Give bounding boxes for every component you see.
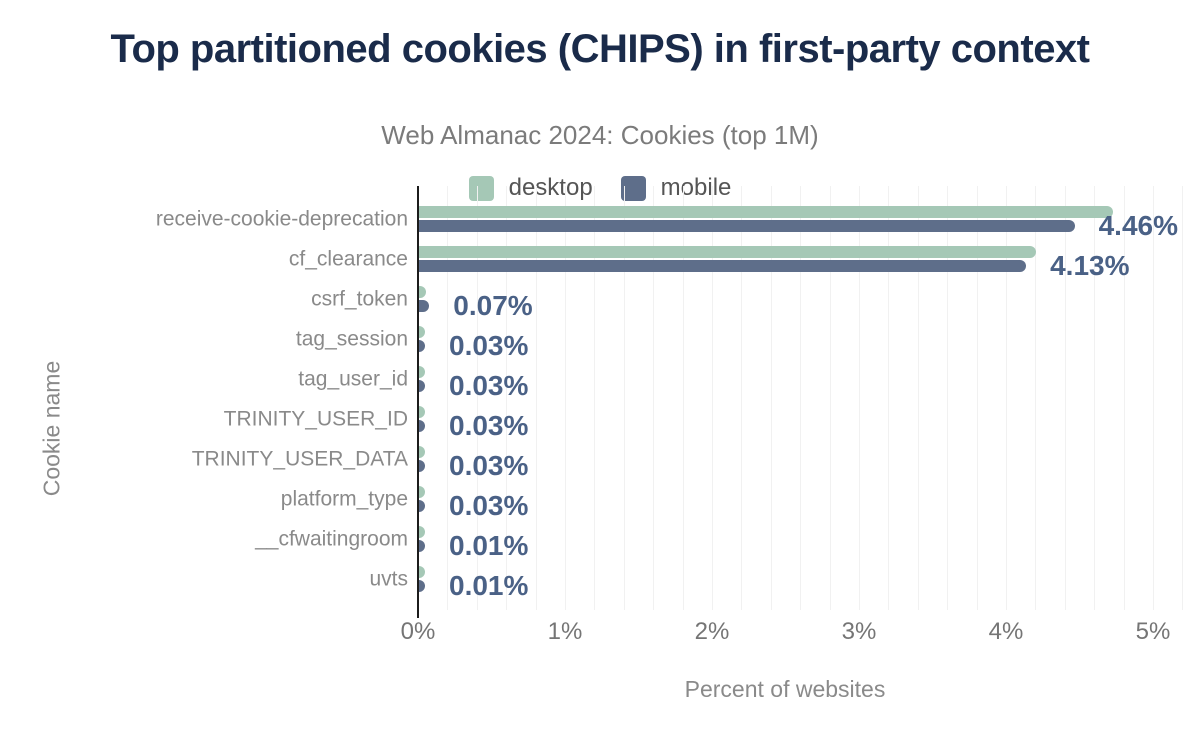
gridline	[1182, 186, 1184, 610]
bar-mobile	[419, 500, 425, 512]
gridline	[741, 186, 743, 610]
category-label: __cfwaitingroom	[255, 527, 408, 551]
gridline	[565, 186, 566, 610]
gridline	[1094, 186, 1096, 610]
chart-title: Top partitioned cookies (CHIPS) in first…	[110, 27, 1090, 71]
x-tick-label: 5%	[1135, 618, 1171, 645]
gridline	[1153, 186, 1154, 610]
gridline	[829, 186, 831, 610]
value-label: 4.13%	[1050, 250, 1130, 281]
bar-mobile	[419, 300, 430, 312]
category-label: receive-cookie-deprecation	[155, 207, 408, 231]
category-label: platform_type	[280, 487, 408, 511]
gridline	[1064, 186, 1066, 610]
gridline	[859, 186, 860, 610]
gridline	[800, 186, 802, 610]
gridline	[623, 186, 625, 610]
x-tick-label: 3%	[841, 618, 877, 645]
value-label: 0.03%	[449, 330, 529, 361]
category-label: TRINITY_USER_DATA	[191, 447, 408, 471]
y-axis-line	[417, 186, 419, 618]
gridline	[682, 186, 684, 610]
category-label: cf_clearance	[288, 247, 408, 271]
gridline	[653, 186, 655, 610]
value-label: 0.07%	[453, 290, 533, 321]
desktop-swatch-icon	[468, 175, 494, 201]
x-tick-label: 0%	[400, 618, 436, 645]
gridline	[506, 186, 508, 610]
gridline	[917, 186, 919, 610]
gridline	[712, 186, 713, 610]
x-axis-title: Percent of websites	[684, 676, 886, 702]
x-tick-label: 1%	[547, 618, 583, 645]
legend-item-desktop: desktop	[468, 174, 593, 202]
bar-desktop	[419, 246, 1037, 258]
bar-desktop	[419, 526, 425, 538]
legend-label-mobile: mobile	[660, 174, 732, 201]
bar-desktop	[419, 286, 427, 298]
gridline	[1035, 186, 1037, 610]
bar-mobile	[419, 540, 425, 552]
category-label: TRINITY_USER_ID	[223, 407, 408, 431]
legend-item-mobile: mobile	[620, 174, 732, 202]
bar-mobile	[419, 460, 425, 472]
y-axis-title: Cookie name	[38, 360, 65, 497]
value-label: 0.03%	[449, 490, 529, 521]
value-label: 0.03%	[449, 450, 529, 481]
value-label: 4.46%	[1098, 210, 1179, 241]
gridline	[1006, 186, 1007, 610]
bar-desktop	[419, 326, 425, 338]
gridline	[976, 186, 978, 610]
bar-mobile	[419, 340, 425, 352]
gridline	[447, 186, 449, 610]
legend-label-desktop: desktop	[508, 174, 593, 201]
gridline	[594, 186, 596, 610]
category-label: tag_session	[295, 327, 408, 351]
value-label: 0.01%	[449, 570, 529, 601]
bar-mobile	[419, 260, 1027, 272]
category-label: uvts	[369, 567, 408, 591]
legend: desktop mobile	[0, 174, 1200, 202]
gridline	[770, 186, 772, 610]
value-label: 0.03%	[449, 410, 529, 441]
gridline	[947, 186, 949, 610]
bar-mobile	[419, 220, 1075, 232]
mobile-swatch-icon	[620, 175, 646, 201]
x-tick-label: 2%	[694, 618, 730, 645]
gridline	[888, 186, 890, 610]
category-label: csrf_token	[311, 287, 408, 311]
bar-desktop	[419, 486, 425, 498]
bar-desktop	[419, 366, 425, 378]
bar-mobile	[419, 580, 425, 592]
value-label: 0.03%	[449, 370, 529, 401]
bar-desktop	[419, 566, 425, 578]
bar-mobile	[419, 420, 425, 432]
value-label: 0.01%	[449, 530, 529, 561]
x-tick-label: 4%	[988, 618, 1024, 645]
bar-desktop	[419, 206, 1113, 218]
bar-mobile	[419, 380, 425, 392]
chart-subtitle: Web Almanac 2024: Cookies (top 1M)	[381, 120, 819, 150]
bar-desktop	[419, 406, 425, 418]
gridline	[476, 186, 478, 610]
gridline	[535, 186, 537, 610]
gridline	[1123, 186, 1125, 610]
category-label: tag_user_id	[298, 367, 408, 391]
bar-desktop	[419, 446, 425, 458]
